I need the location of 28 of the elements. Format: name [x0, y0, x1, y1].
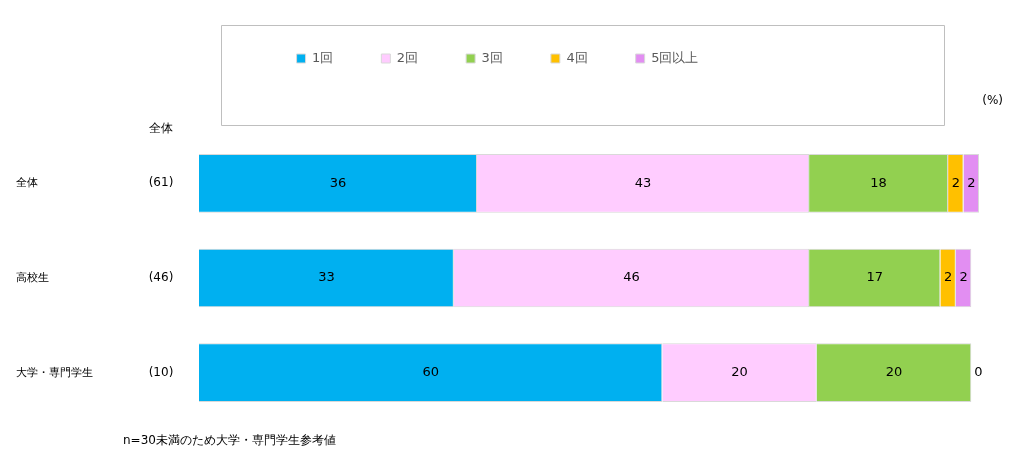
data-label: 18 [870, 174, 887, 190]
data-label: 2 [951, 174, 960, 190]
data-label: 2 [959, 269, 968, 285]
text: n=30未満のため大学・専門学生参考値 [123, 433, 336, 448]
text: (61) [148, 175, 174, 190]
data-label: 33 [318, 269, 335, 285]
text: (10) [148, 364, 174, 379]
data-label: 46 [623, 269, 640, 285]
data-label: 17 [866, 269, 884, 285]
text: (%) [982, 93, 1003, 108]
text: 全体 [149, 121, 173, 136]
data-label: 20 [731, 364, 748, 380]
legend-label: 5回以上 [651, 49, 699, 65]
data-label: 36 [329, 174, 347, 190]
data-label: 20 [885, 364, 903, 380]
legend-label: 3回 [481, 49, 503, 65]
text: (46) [148, 270, 174, 285]
legend-label: 2回 [396, 49, 419, 65]
y-tick-label: 大学・専門学生 [16, 365, 93, 379]
y-tick-label: 高校生 [16, 270, 49, 284]
data-label: 43 [634, 174, 652, 190]
y-tick-label: 全体 [16, 176, 38, 190]
legend-label: 1回 [312, 49, 334, 65]
data-label: 2 [943, 269, 953, 285]
data-label: 0 [974, 364, 983, 380]
data-label: 60 [422, 364, 439, 380]
data-label: 2 [967, 174, 976, 190]
legend-label: 4回 [566, 49, 588, 65]
